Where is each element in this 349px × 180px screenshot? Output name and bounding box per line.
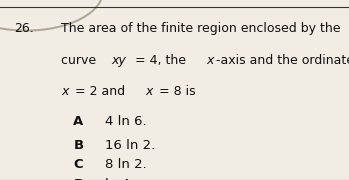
Text: ln 4.: ln 4. xyxy=(105,178,134,180)
Text: = 8 is: = 8 is xyxy=(155,85,196,98)
Text: xy: xy xyxy=(112,54,126,67)
Text: A: A xyxy=(73,115,83,128)
Text: 26.: 26. xyxy=(14,22,34,35)
Text: = 2 and: = 2 and xyxy=(70,85,129,98)
Text: x: x xyxy=(146,85,153,98)
Text: B: B xyxy=(73,139,83,152)
Text: -axis and the ordinates: -axis and the ordinates xyxy=(216,54,349,67)
Text: curve: curve xyxy=(61,54,100,67)
Text: x: x xyxy=(207,54,214,67)
Text: The area of the finite region enclosed by the: The area of the finite region enclosed b… xyxy=(61,22,341,35)
Text: D: D xyxy=(73,178,84,180)
Text: 4 ln 6.: 4 ln 6. xyxy=(105,115,146,128)
Text: = 4, the: = 4, the xyxy=(131,54,190,67)
Text: 8 ln 2.: 8 ln 2. xyxy=(105,158,147,171)
Text: 16 ln 2.: 16 ln 2. xyxy=(105,139,155,152)
Text: C: C xyxy=(73,158,83,171)
Text: x: x xyxy=(61,85,68,98)
